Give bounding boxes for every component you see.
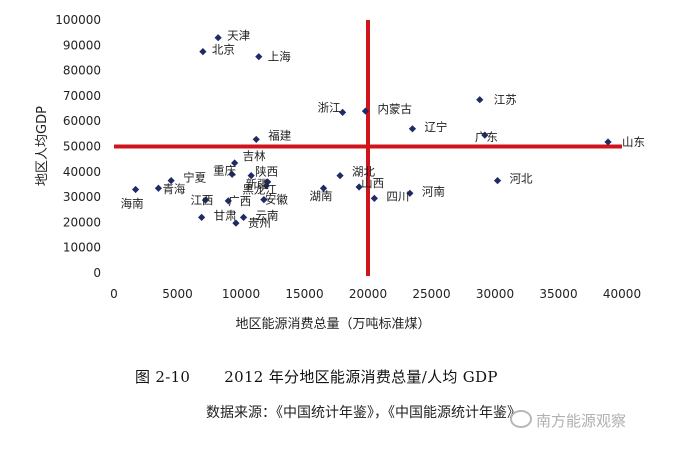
y-tick-label: 10000 — [63, 241, 101, 255]
point-label: 天津 — [227, 29, 250, 43]
point-marker — [481, 131, 489, 139]
point-label: 江苏 — [494, 93, 517, 107]
y-tick-label: 60000 — [63, 114, 101, 128]
point-label: 湖北 — [352, 165, 375, 179]
point-marker — [260, 196, 268, 204]
point-marker — [201, 196, 210, 204]
point-label: 宁夏 — [183, 171, 206, 185]
x-axis-ticks: 0 5000 10000 15000 20000 25000 30000 35000 40000 — [110, 287, 641, 301]
x-tick-label: 15000 — [285, 287, 323, 301]
x-tick-label: 25000 — [412, 287, 450, 301]
point-marker — [247, 171, 255, 180]
point-label: 新疆 — [246, 177, 269, 191]
x-tick-label: 10000 — [222, 287, 260, 301]
figure-title: 2012 年分地区能源消费总量/人均 GDP — [224, 368, 498, 386]
y-tick-label: 100000 — [55, 13, 101, 27]
point-marker — [228, 170, 236, 178]
point-marker — [339, 108, 347, 116]
point-label: 河北 — [510, 172, 533, 186]
point-label: 安徽 — [265, 193, 288, 207]
x-tick-label: 40000 — [603, 287, 641, 301]
point-marker — [224, 197, 232, 205]
point-marker — [493, 177, 502, 185]
y-tick-label: 50000 — [63, 140, 101, 154]
point-marker — [214, 34, 222, 42]
point-marker — [361, 107, 370, 115]
point-marker — [264, 178, 272, 186]
point-label: 山东 — [622, 135, 645, 149]
point-marker — [262, 182, 270, 190]
point-marker — [336, 171, 344, 180]
point-marker — [476, 96, 484, 104]
point-marker — [167, 177, 175, 185]
point-label: 山西 — [361, 176, 384, 190]
point-marker — [198, 213, 206, 221]
y-tick-label: 20000 — [63, 215, 101, 229]
point-label: 海南 — [121, 197, 144, 211]
point-marker — [604, 138, 612, 146]
watermark: 南方能源观察 — [510, 410, 626, 431]
x-tick-label: 0 — [110, 287, 118, 301]
point-label: 湖南 — [310, 189, 333, 203]
wechat-logo-icon — [510, 410, 532, 428]
point-marker — [232, 219, 240, 227]
point-marker — [131, 185, 140, 194]
y-axis-ticks: 0 10000 20000 30000 40000 50000 60000 70000 8000… — [55, 13, 101, 280]
point-marker — [406, 189, 414, 197]
y-tick-label: 70000 — [63, 89, 101, 103]
point-marker — [154, 184, 163, 192]
point-marker — [199, 48, 207, 56]
figure-caption: 图 2-10 2012 年分地区能源消费总量/人均 GDP — [135, 366, 498, 387]
point-label: 浙江 — [318, 100, 341, 114]
point-label: 贵州 — [248, 216, 271, 230]
point-label: 四川 — [386, 189, 409, 203]
point-label: 广东 — [475, 130, 498, 144]
point-label: 广西 — [228, 194, 251, 208]
point-label: 辽宁 — [424, 120, 447, 134]
watermark-text: 南方能源观察 — [536, 412, 627, 430]
point-label: 江西 — [190, 193, 213, 207]
y-tick-label: 90000 — [63, 38, 101, 52]
point-marker — [355, 183, 363, 191]
x-axis-title: 地区能源消费总量（万吨标准煤） — [235, 317, 430, 332]
point-marker — [231, 159, 239, 167]
point-label: 陕西 — [255, 165, 278, 179]
figure-number: 图 2-10 — [135, 368, 191, 386]
point-label: 北京 — [212, 43, 235, 57]
point-marker — [255, 53, 263, 61]
point-label: 青海 — [162, 182, 185, 196]
y-tick-label: 0 — [93, 266, 101, 280]
point-label: 河南 — [422, 184, 445, 198]
point-label: 上海 — [268, 50, 291, 64]
point-label: 甘肃 — [214, 208, 237, 222]
y-tick-label: 40000 — [63, 165, 101, 179]
point-marker — [319, 184, 328, 192]
point-label: 重庆 — [213, 163, 236, 177]
point-label: 云南 — [256, 208, 279, 222]
x-tick-label: 20000 — [349, 287, 387, 301]
point-label: 福建 — [268, 128, 291, 142]
y-tick-label: 80000 — [63, 64, 101, 78]
point-marker — [252, 135, 260, 144]
point-label: 吉林 — [243, 149, 266, 163]
reference-lines — [114, 20, 622, 276]
scatter-chart: 0100002000030000400005000060000700008000… — [35, 13, 645, 332]
x-tick-label: 35000 — [539, 287, 577, 301]
x-tick-label: 5000 — [162, 287, 193, 301]
x-tick-label: 30000 — [476, 287, 514, 301]
y-tick-label: 30000 — [63, 190, 101, 204]
point-marker — [370, 194, 378, 202]
source-line: 数据来源：《中国统计年鉴》，《中国能源统计年鉴》 — [206, 405, 521, 421]
point-label: 内蒙古 — [377, 102, 412, 116]
point-marker — [239, 213, 248, 221]
point-label: 黑龙江 — [242, 183, 277, 197]
point-marker — [408, 125, 417, 133]
y-axis-title: 地区人均GDP — [35, 106, 50, 186]
